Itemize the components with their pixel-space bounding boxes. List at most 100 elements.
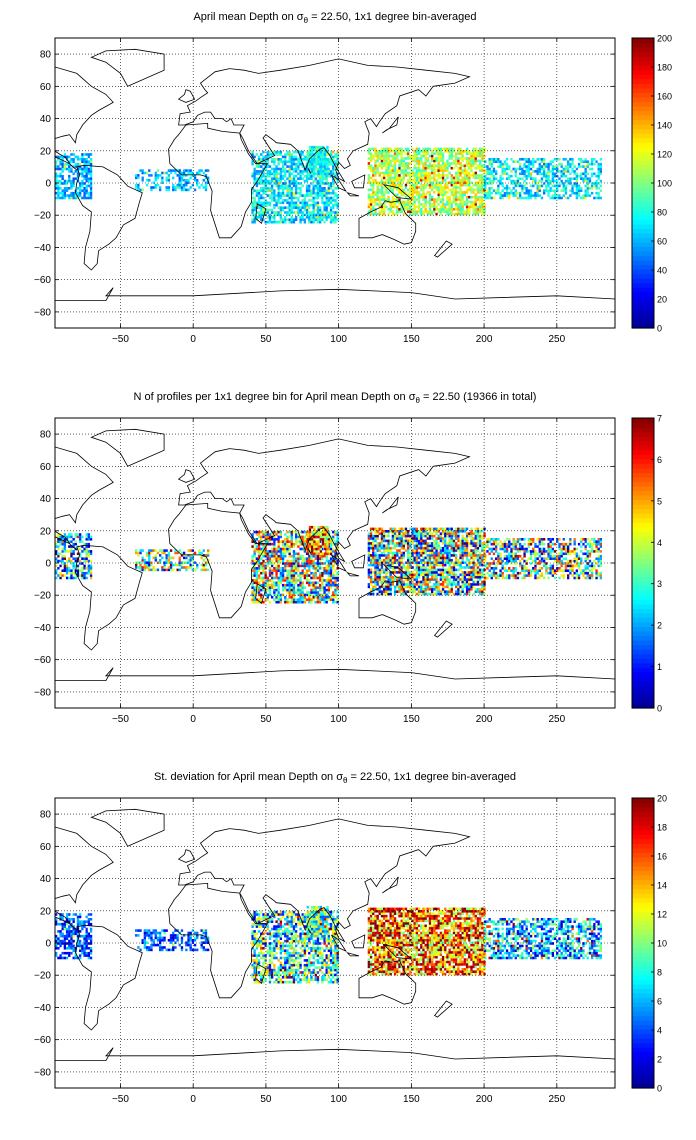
heat-cell [385, 171, 388, 175]
heat-cell [417, 166, 421, 170]
heat-cell [385, 181, 388, 184]
heat-cell [495, 158, 498, 161]
heat-cell [308, 216, 311, 219]
heat-cell [316, 203, 320, 207]
heat-cell [472, 150, 475, 153]
heat-cell [303, 203, 307, 207]
heat-cell [89, 571, 93, 575]
heat-cell [516, 160, 520, 163]
heat-cell [79, 562, 82, 565]
heat-cell [387, 575, 390, 579]
heat-cell [336, 540, 339, 543]
heat-cell [468, 157, 471, 160]
heat-cell [260, 576, 263, 580]
heat-cell [281, 583, 285, 587]
heat-cell [428, 183, 432, 187]
heat-cell [334, 211, 337, 214]
heat-cell [279, 167, 283, 171]
heat-cell [396, 537, 399, 540]
heat-cell [374, 571, 377, 574]
heat-cell [313, 525, 316, 529]
heat-cell [301, 574, 304, 577]
heat-cell [281, 593, 285, 597]
heat-cell [57, 189, 60, 192]
heat-cell [319, 559, 322, 563]
heat-cell [85, 167, 88, 171]
heat-cell [316, 160, 320, 163]
heat-cell [301, 158, 304, 161]
heat-cell [288, 153, 291, 156]
heat-cell [253, 564, 256, 568]
heat-cell [268, 550, 272, 553]
heat-cell [551, 167, 555, 171]
heat-cell [169, 563, 173, 567]
heat-cell [327, 203, 331, 207]
heat-cell [461, 195, 464, 199]
heat-cell [486, 194, 489, 197]
heat-cell [264, 550, 267, 553]
heat-cell [70, 196, 73, 200]
heat-cell [439, 183, 443, 187]
heat-cell [275, 533, 278, 536]
heat-cell [367, 585, 371, 589]
heat-cell [89, 158, 93, 161]
heat-cell [305, 191, 309, 195]
heat-cell [273, 150, 276, 154]
heat-cell [433, 162, 436, 165]
heat-cell [148, 559, 151, 562]
heat-cell [332, 591, 335, 594]
heat-cell [329, 220, 333, 224]
heat-cell [402, 532, 405, 535]
data-region-pacific-east [484, 158, 603, 200]
heat-cell [455, 188, 458, 192]
heat-cell [562, 182, 565, 185]
heat-cell [383, 539, 386, 543]
heat-cell [312, 208, 315, 212]
heat-cell [279, 554, 283, 558]
heat-cell [444, 174, 447, 177]
heat-cell [385, 534, 388, 538]
heat-cell [372, 198, 375, 201]
heat-cell [374, 568, 377, 572]
heat-cell [367, 152, 371, 155]
heat-cell [512, 194, 515, 197]
heat-cell [452, 162, 456, 165]
heat-cell [303, 593, 307, 597]
heat-cell [180, 179, 184, 182]
heat-cell [275, 588, 278, 592]
heat-cell [407, 203, 410, 206]
heat-cell [288, 569, 291, 572]
heat-cell [369, 592, 373, 596]
heat-cell [396, 157, 399, 160]
heat-cell [334, 203, 337, 207]
heat-cell [312, 187, 315, 190]
heat-cell [308, 150, 312, 154]
colorbar-tick-label: 20 [657, 295, 667, 305]
heat-cell [268, 588, 272, 592]
heat-cell [70, 160, 73, 163]
heat-cell [459, 186, 462, 189]
heat-cell [532, 179, 535, 183]
heat-cell [141, 559, 144, 562]
heat-cell [420, 188, 423, 192]
heat-cell [369, 542, 373, 545]
heat-cell [393, 183, 397, 187]
heat-cell [479, 176, 482, 180]
heat-cell [286, 213, 289, 217]
heat-cell [529, 184, 533, 188]
heat-cell [316, 213, 320, 217]
heat-cell [63, 550, 67, 553]
heat-cell [143, 563, 147, 567]
heat-cell [508, 187, 511, 190]
heat-cell [431, 171, 434, 175]
heat-cell [85, 567, 88, 570]
heat-cell [308, 145, 312, 149]
heat-cell [376, 159, 379, 163]
heat-cell [465, 174, 469, 177]
heat-cell [319, 211, 322, 214]
heat-cell [588, 162, 592, 166]
heat-cell [255, 571, 259, 575]
heat-cell [83, 547, 86, 551]
heat-cell [588, 179, 592, 183]
heat-cell [481, 150, 484, 153]
